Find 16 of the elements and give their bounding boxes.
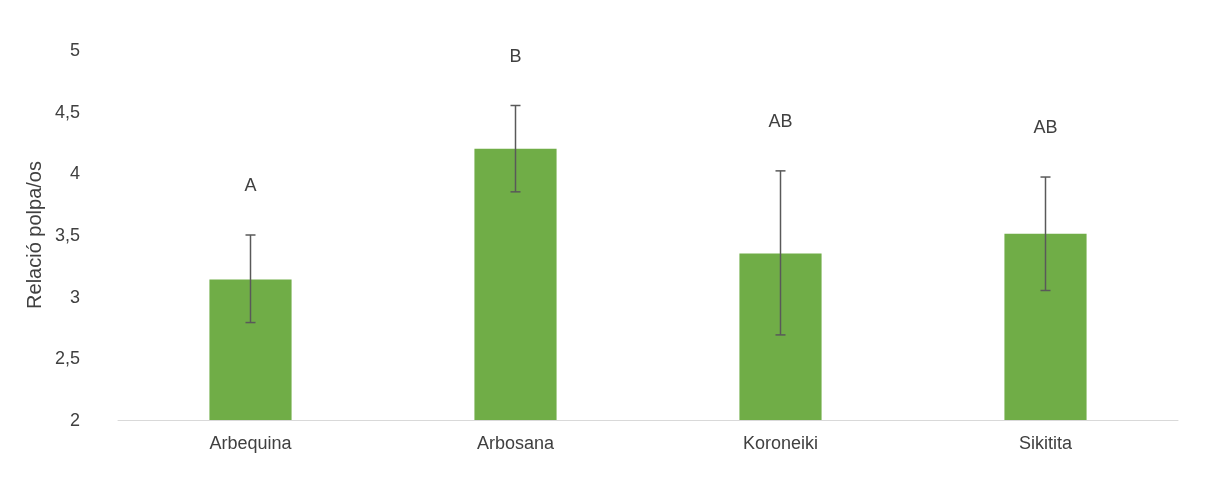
x-tick-label: Sikitita bbox=[1018, 433, 1073, 453]
y-tick-label: 3,5 bbox=[54, 225, 80, 245]
y-tick-label: 3 bbox=[69, 286, 80, 307]
x-tick-label: Arbosana bbox=[476, 433, 556, 453]
y-tick-label: 2 bbox=[69, 410, 80, 430]
annotation: AB bbox=[1033, 117, 1058, 138]
y-tick-label: 4,5 bbox=[54, 101, 80, 122]
x-tick-label: Koroneiki bbox=[742, 433, 819, 453]
annotation: AB bbox=[768, 110, 793, 131]
y-tick-label: 2,5 bbox=[54, 348, 80, 369]
annotation: A bbox=[244, 175, 257, 195]
x-tick-label: Arbequina bbox=[209, 433, 293, 453]
y-tick-label: 4 bbox=[69, 163, 80, 184]
y-tick-label: 5 bbox=[69, 40, 80, 60]
y-axis-title: Relació polpa/os bbox=[23, 161, 46, 309]
annotation: B bbox=[509, 45, 522, 66]
